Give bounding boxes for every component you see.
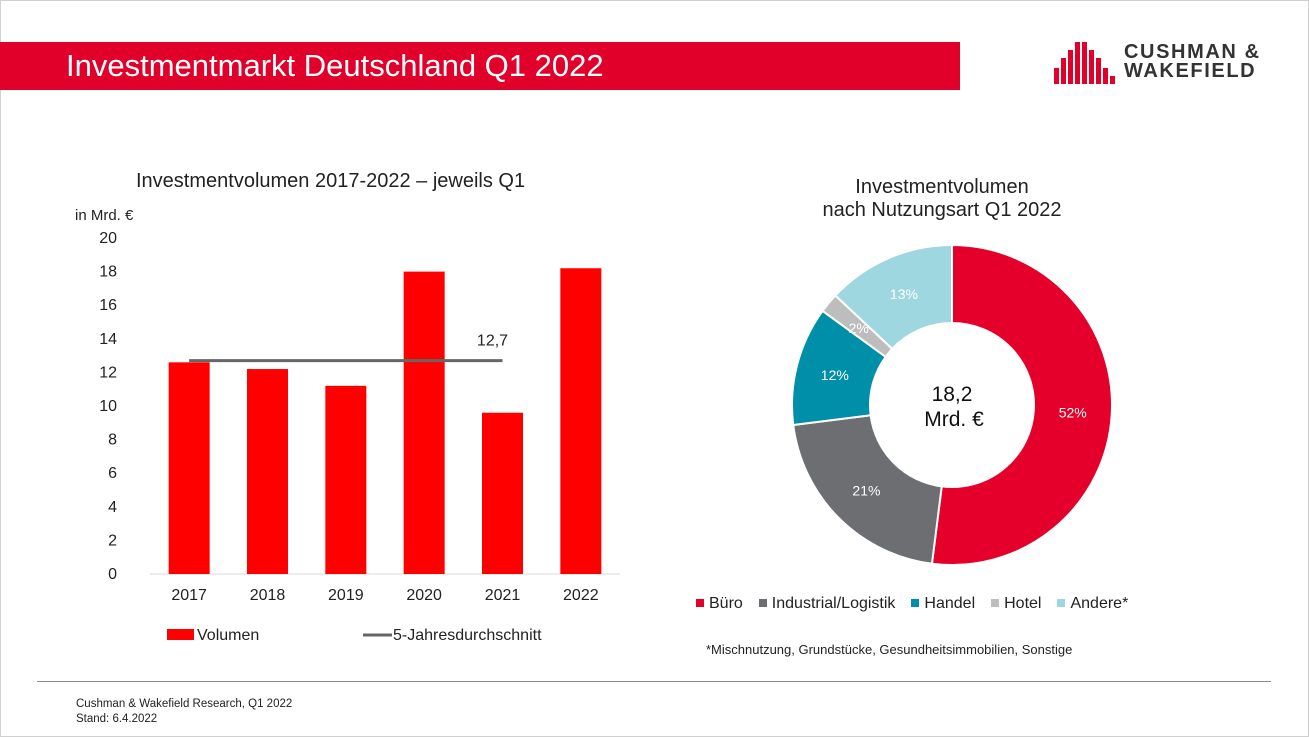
y-tick-label: 2 <box>108 532 117 549</box>
y-tick-label: 20 <box>99 230 117 247</box>
x-tick-label: 2017 <box>171 587 207 604</box>
donut-slice-1 <box>792 414 943 565</box>
legend-item: Büro <box>696 595 743 612</box>
donut-chart-title: Investmentvolumen nach Nutzungsart Q1 20… <box>812 176 1072 222</box>
y-tick-label: 18 <box>99 264 117 281</box>
legend-swatch <box>911 599 920 607</box>
legend-label: Hotel <box>1004 595 1042 612</box>
source-note: Cushman & Wakefield Research, Q1 2022 St… <box>76 697 292 727</box>
donut-slice-0 <box>930 243 1114 566</box>
y-axis-label: in Mrd. € <box>75 207 134 224</box>
bar-2022 <box>560 268 602 574</box>
x-tick-label: 2019 <box>328 587 364 604</box>
title-band <box>0 42 960 90</box>
footnote: *Mischnutzung, Grundstücke, Gesundheitsi… <box>706 642 1073 657</box>
x-tick-label: 2020 <box>406 587 442 604</box>
y-tick-label: 12 <box>99 364 117 381</box>
bar-2017 <box>168 362 210 574</box>
y-tick-label: 8 <box>108 432 117 449</box>
legend-label: Handel <box>924 595 976 612</box>
x-tick-label: 2021 <box>485 587 521 604</box>
bar-2019 <box>325 385 367 574</box>
legend-label-average: 5-Jahresdurchschnitt <box>393 627 542 644</box>
y-tick-label: 6 <box>108 465 117 482</box>
bar-2021 <box>482 412 523 574</box>
average-line-label: 12,7 <box>477 333 508 350</box>
donut-slice-label: 21% <box>852 483 880 499</box>
legend-label: Industrial/Logistik <box>771 595 896 612</box>
x-tick-label: 2022 <box>563 587 599 604</box>
logo-line1: CUSHMAN & <box>1124 41 1261 63</box>
footer-divider <box>37 681 1271 682</box>
bar-2020 <box>403 271 445 574</box>
logo-text: CUSHMAN & WAKEFIELD <box>1124 41 1261 82</box>
legend-swatch <box>1057 599 1066 607</box>
y-tick-label: 16 <box>99 297 117 314</box>
y-tick-label: 0 <box>108 566 117 583</box>
donut-title-line1: Investmentvolumen <box>855 176 1029 198</box>
x-tick-label: 2018 <box>250 587 286 604</box>
donut-slice-label: 52% <box>1059 405 1087 421</box>
legend-swatch <box>696 599 704 607</box>
y-tick-label: 10 <box>99 398 117 415</box>
donut-center-unit: Mrd. € <box>924 408 984 431</box>
bar-2018 <box>247 369 288 574</box>
legend-label: Andere* <box>1070 595 1129 612</box>
bar-chart: in Mrd. € 0 2 4 6 8 10 12 14 16 18 20 2017 2018 2019 20… <box>75 207 620 644</box>
legend-label: Büro <box>709 595 743 612</box>
cushman-wakefield-logo: CUSHMAN & WAKEFIELD <box>1052 38 1277 88</box>
legend-swatch <box>991 599 1000 607</box>
legend-item: Handel <box>911 595 975 612</box>
donut-slice-4 <box>833 243 953 351</box>
legend-item: Industrial/Logistik <box>758 595 896 612</box>
legend-item: Andere* <box>1057 595 1128 612</box>
bar-chart-title: Investmentvolumen 2017-2022 – jeweils Q1 <box>136 170 526 192</box>
donut-center-value: 18,2 <box>932 383 973 406</box>
legend-swatch-volumen <box>167 629 194 640</box>
donut-legend: Büro Industrial/Logistik Handel Hotel Andere… <box>696 595 1128 613</box>
donut-slice-label: 12% <box>821 367 849 383</box>
source-line1: Cushman & Wakefield Research, Q1 2022 <box>76 698 293 710</box>
donut-title-line2: nach Nutzungsart Q1 2022 <box>822 199 1062 221</box>
donut-slice-label: 13% <box>890 286 918 302</box>
legend-item: Hotel <box>991 595 1041 612</box>
legend-swatch <box>758 599 767 607</box>
y-tick-label: 14 <box>99 331 117 348</box>
donut-slice-label: 2% <box>849 320 869 336</box>
logo-mark-icon <box>1054 42 1115 84</box>
legend-label-volumen: Volumen <box>197 627 259 644</box>
logo-line2: WAKEFIELD <box>1124 60 1257 82</box>
slide-title: Investmentmarkt Deutschland Q1 2022 <box>66 48 604 83</box>
source-line2: Stand: 6.4.2022 <box>76 713 158 725</box>
y-tick-label: 4 <box>108 499 117 516</box>
